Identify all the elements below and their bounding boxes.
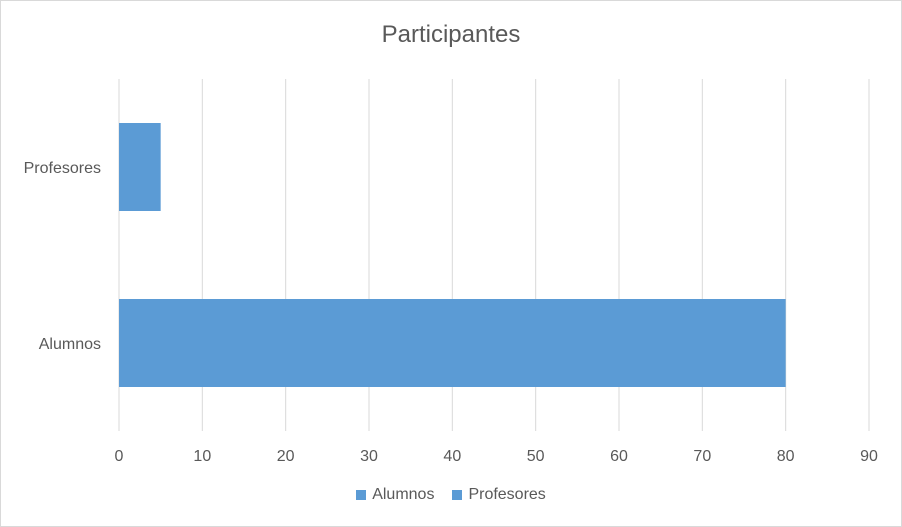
- x-tick-label-4: 40: [443, 448, 461, 465]
- legend-item-profesores: Profesores: [452, 486, 546, 504]
- y-category-label-profesores: Profesores: [24, 160, 101, 177]
- x-tick-label-2: 20: [277, 448, 295, 465]
- x-tick-label-5: 50: [527, 448, 545, 465]
- legend-label-profesores: Profesores: [468, 486, 546, 503]
- x-tick-label-9: 90: [860, 448, 878, 465]
- x-tick-label-6: 60: [610, 448, 628, 465]
- legend-label-alumnos: Alumnos: [372, 486, 435, 503]
- y-category-label-alumnos: Alumnos: [39, 336, 101, 353]
- x-tick-label-1: 10: [193, 448, 211, 465]
- x-tick-label-8: 80: [777, 448, 795, 465]
- legend-item-alumnos: Alumnos: [356, 486, 434, 504]
- legend-swatch-alumnos: [356, 490, 367, 500]
- legend-swatch-profesores: [452, 490, 463, 500]
- bar-alumnos: [119, 299, 786, 387]
- legend: Alumnos Profesores: [1, 486, 901, 504]
- x-tick-label-3: 30: [360, 448, 378, 465]
- x-tick-label-0: 0: [115, 448, 124, 465]
- chart-title: Participantes: [381, 21, 521, 48]
- bar-profesores: [119, 123, 161, 211]
- x-tick-label-7: 70: [693, 448, 711, 465]
